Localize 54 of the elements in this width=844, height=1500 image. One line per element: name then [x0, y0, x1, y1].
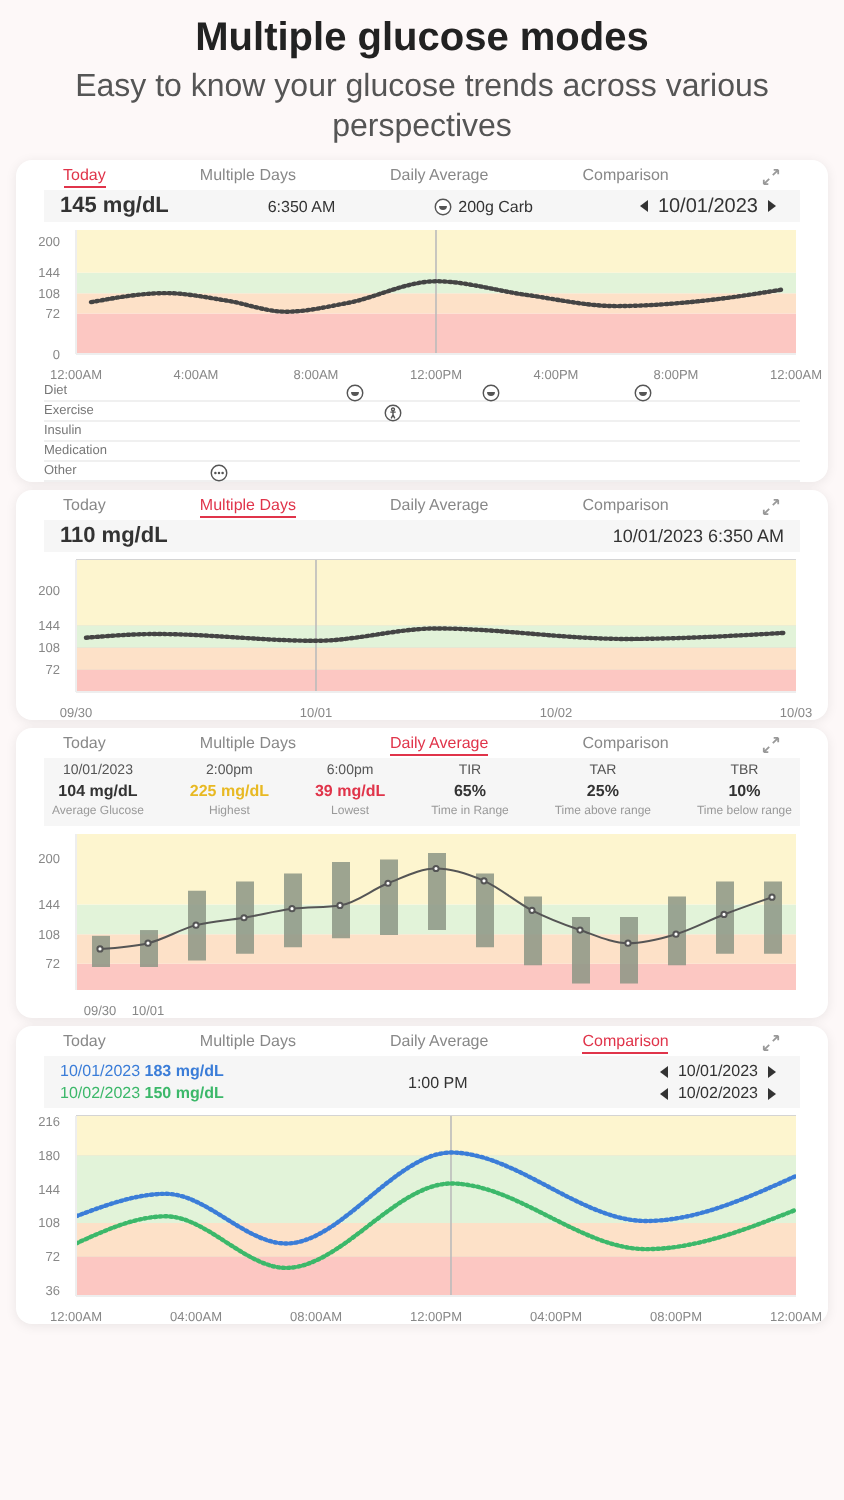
text: Today	[63, 496, 106, 516]
bar	[476, 873, 494, 948]
bar	[332, 861, 350, 939]
bar	[428, 852, 446, 931]
text: 65%	[451, 782, 488, 802]
bar	[668, 896, 686, 966]
text: Multiple Days	[199, 166, 296, 186]
bar	[284, 873, 302, 948]
text: Multiple Days	[199, 734, 296, 754]
text: 10/01/2023	[657, 195, 758, 217]
text: 39 mg/dL	[314, 782, 386, 802]
text: Daily Average	[389, 1032, 489, 1052]
bar	[572, 916, 590, 984]
bar	[716, 881, 734, 954]
text: 25%	[584, 782, 621, 802]
bar	[236, 881, 254, 954]
text: 1:00 PM	[408, 1073, 468, 1091]
text: 183 mg/dL	[144, 1062, 224, 1080]
text: Comparison	[582, 166, 669, 186]
chart-title: Multiple glucose modes	[193, 16, 651, 62]
bar	[524, 896, 542, 966]
text: 10/01/2023 6:350 AM	[612, 526, 784, 546]
text: Comparison	[582, 1031, 669, 1053]
text: 6:350 AM	[267, 197, 336, 215]
text: 10/01/2023	[60, 1062, 141, 1080]
text: Multiple Days	[199, 1032, 296, 1052]
text: 10/01/2023	[677, 1060, 758, 1082]
bar	[620, 916, 638, 984]
text: 150 mg/dL	[144, 1084, 224, 1102]
text: 10/02/2023	[677, 1082, 758, 1104]
bar	[764, 881, 782, 954]
line-series	[88, 279, 784, 314]
text: Daily Average	[389, 733, 489, 755]
text: 110 mg/dL	[60, 524, 168, 548]
text: 10%	[726, 782, 763, 802]
line-series	[76, 1181, 796, 1271]
line-series	[83, 626, 789, 643]
bar	[380, 859, 398, 935]
chart-subtitle: Easy to know your glucose trends across various perspectives	[73, 68, 771, 148]
text: 145 mg/dL	[60, 194, 169, 218]
text: Today	[63, 734, 106, 754]
text: Multiple Days	[199, 495, 296, 517]
line-series	[76, 1150, 796, 1246]
text: 200g Carb	[458, 197, 533, 215]
text: Comparison	[582, 496, 669, 516]
text: Daily Average	[389, 166, 489, 186]
text: Today	[63, 165, 106, 187]
bar	[188, 890, 206, 961]
text: Comparison	[582, 734, 669, 754]
text: Today	[63, 1032, 106, 1052]
text: 225 mg/dL	[189, 782, 269, 802]
text: 10/02/2023	[60, 1084, 141, 1102]
text: 104 mg/dL	[56, 782, 140, 802]
text: Daily Average	[389, 496, 489, 516]
